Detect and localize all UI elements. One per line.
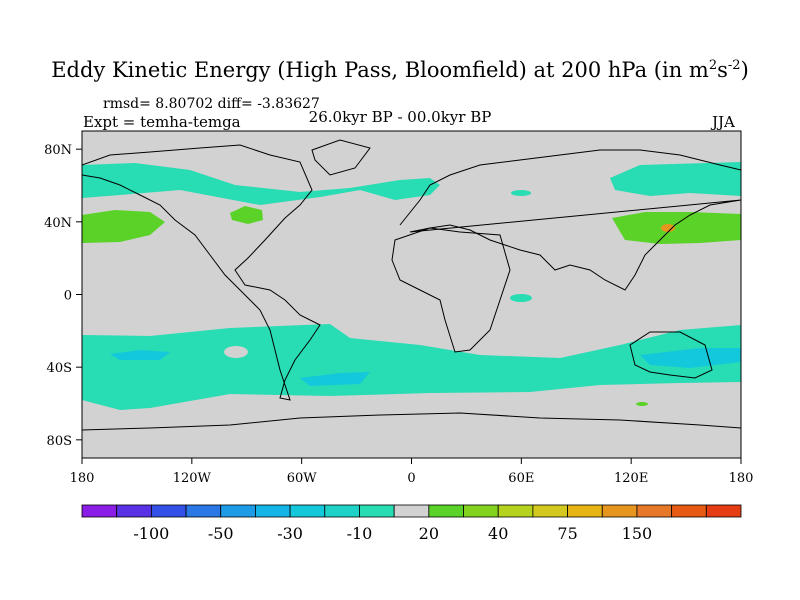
contour-band-north-atlantic xyxy=(82,163,440,205)
coastline-eurasia xyxy=(399,149,741,291)
colorbar-swatch xyxy=(428,504,464,518)
lat-label: 0 xyxy=(64,289,72,304)
coastline-greenland xyxy=(311,139,371,176)
lon-label: 180 xyxy=(70,471,95,486)
colorbar-swatch xyxy=(81,504,118,518)
colorbar-swatch xyxy=(497,504,534,518)
contour-patch-central-asia xyxy=(511,190,531,196)
colorbar-label: 20 xyxy=(419,524,439,543)
colorbar-label: -50 xyxy=(208,524,234,543)
colorbar-swatch xyxy=(636,504,673,518)
contour-patch-southern-green xyxy=(636,402,648,406)
lon-ticks: 180 120W 60W 0 60E 120E 180 xyxy=(70,458,754,486)
coastlines xyxy=(82,139,741,431)
lon-label: 120E xyxy=(614,471,648,486)
colorbar-swatch xyxy=(255,504,291,518)
lon-label: 60W xyxy=(287,471,318,486)
lon-label: 180 xyxy=(729,471,754,486)
contour-patch-south-pacific xyxy=(110,350,170,360)
contour-patch-south-atlantic xyxy=(300,372,370,386)
colorbar: -100 -50 -30 -10 20 40 75 150 xyxy=(81,504,742,543)
contour-hole-pacific xyxy=(224,346,248,358)
colorbar-label: 150 xyxy=(622,524,653,543)
colorbar-swatch xyxy=(324,504,360,518)
colorbar-swatch xyxy=(671,504,707,518)
colorbar-swatch xyxy=(532,504,568,518)
title-exponent-1: 2 xyxy=(708,58,718,73)
contour-band-north-pacific xyxy=(610,162,741,196)
colorbar-swatch xyxy=(567,504,603,518)
colorbar-swatch xyxy=(705,504,742,518)
colorbar-swatch xyxy=(185,504,222,518)
lat-label: 80N xyxy=(44,143,72,158)
title-text: Eddy Kinetic Energy (High Pass, Bloomfie… xyxy=(51,58,709,82)
lat-label: 40S xyxy=(47,361,72,376)
contour-positive-japan-core xyxy=(661,224,675,232)
title-unit-s: s xyxy=(717,58,728,82)
contour-band-southern-ocean xyxy=(82,324,741,410)
colorbar-label: 75 xyxy=(557,524,577,543)
lon-label: 0 xyxy=(407,471,415,486)
title-exponent-2: -2 xyxy=(727,58,741,73)
colorbar-swatch xyxy=(393,504,430,518)
colorbar-swatch xyxy=(220,504,256,518)
colorbar-swatch xyxy=(463,504,499,518)
title-end: ) xyxy=(740,58,749,82)
coastline-antarctica xyxy=(82,412,741,431)
lon-label: 120W xyxy=(173,471,212,486)
contour-patch-indian-ocean xyxy=(510,294,532,302)
colorbar-label: 40 xyxy=(488,524,508,543)
lat-label: 80S xyxy=(47,434,72,449)
coastline-australia xyxy=(629,331,713,379)
contour-fields xyxy=(82,162,741,410)
lat-label: 40N xyxy=(44,216,72,231)
experiment-label: Expt = temha-temga xyxy=(83,113,241,131)
colorbar-swatch xyxy=(116,504,152,518)
colorbar-label: -30 xyxy=(277,524,303,543)
colorbar-swatch xyxy=(601,504,638,518)
period-label: 26.0kyr BP - 00.0kyr BP xyxy=(308,108,492,126)
coastline-africa xyxy=(391,227,511,353)
colorbar-swatch xyxy=(359,504,395,518)
lat-ticks: 80N 40N 0 40S 80S xyxy=(44,143,82,449)
coastline-americas xyxy=(82,144,321,401)
season-label: JJA xyxy=(712,113,735,131)
contour-positive-north-america xyxy=(230,206,263,224)
colorbar-label: -100 xyxy=(133,524,169,543)
colorbar-swatch xyxy=(289,504,326,518)
map-title: Eddy Kinetic Energy (High Pass, Bloomfie… xyxy=(0,58,800,82)
lon-label: 60E xyxy=(508,471,534,486)
contour-patch-australia xyxy=(640,348,741,368)
contour-positive-east-asia xyxy=(612,212,741,244)
colorbar-label: -10 xyxy=(347,524,373,543)
colorbar-swatch xyxy=(150,504,187,518)
stats-text: rmsd= 8.80702 diff= -3.83627 xyxy=(103,96,320,112)
contour-positive-west-pacific xyxy=(82,210,165,243)
